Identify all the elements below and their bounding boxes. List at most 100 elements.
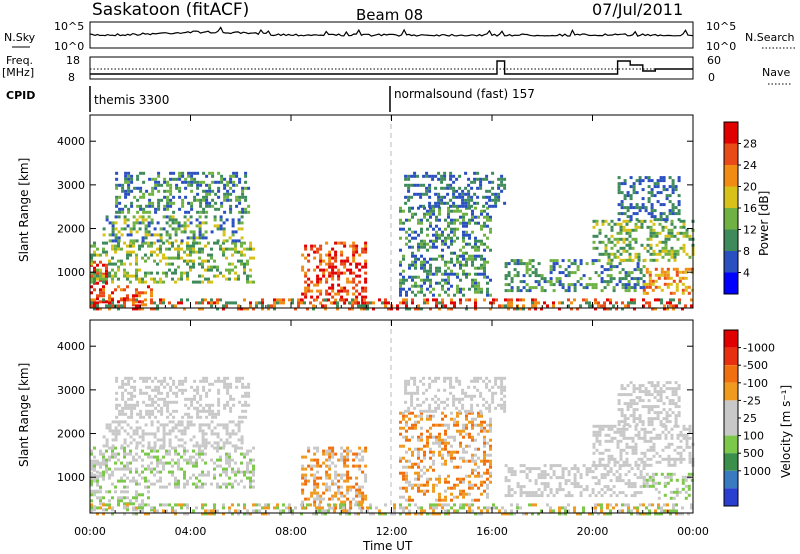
echo-cell xyxy=(660,512,663,516)
echo-cell xyxy=(211,171,215,175)
echo-cell xyxy=(183,426,187,430)
echo-cell xyxy=(90,467,93,471)
echo-cell xyxy=(210,256,213,260)
echo-cell xyxy=(411,486,414,490)
echo-cell xyxy=(238,376,242,380)
echo-cell xyxy=(358,452,362,456)
echo-cell xyxy=(474,284,477,288)
echo-cell xyxy=(307,259,311,263)
echo-cell xyxy=(651,279,655,283)
echo-cell xyxy=(636,280,640,284)
echo-cell xyxy=(462,459,465,463)
echo-cell xyxy=(276,506,279,510)
echo-cell xyxy=(180,438,184,442)
echo-cell xyxy=(181,201,185,205)
echo-cell xyxy=(133,379,137,383)
echo-cell xyxy=(429,414,432,418)
echo-cell xyxy=(190,201,194,205)
echo-cell xyxy=(121,394,125,398)
echo-cell xyxy=(162,503,165,507)
echo-cell xyxy=(151,388,155,392)
echo-cell xyxy=(668,212,672,216)
echo-cell xyxy=(492,301,495,305)
echo-cell xyxy=(105,266,108,270)
echo-cell xyxy=(229,406,233,410)
echo-cell xyxy=(123,429,127,433)
echo-cell xyxy=(102,274,105,278)
echo-cell xyxy=(610,454,614,458)
echo-cell xyxy=(246,280,249,284)
echo-cell xyxy=(570,494,574,498)
echo-cell xyxy=(681,288,685,292)
echo-cell xyxy=(96,512,99,516)
nsky-trace xyxy=(89,26,694,37)
echo-cell xyxy=(123,262,126,266)
nsky-label: N.Sky xyxy=(4,31,36,44)
echo-cell xyxy=(672,307,675,311)
echo-cell xyxy=(462,503,465,507)
echo-cell xyxy=(649,445,653,449)
echo-cell xyxy=(220,379,224,383)
echo-cell xyxy=(186,259,189,263)
echo-cell xyxy=(190,174,194,178)
echo-cell xyxy=(219,215,223,219)
echo-cell xyxy=(213,274,216,278)
echo-cell xyxy=(664,246,668,250)
echo-cell xyxy=(246,509,249,513)
echo-cell xyxy=(429,269,432,273)
echo-cell xyxy=(364,295,368,299)
echo-cell xyxy=(471,278,474,282)
echo-cell xyxy=(666,276,670,280)
echo-cell xyxy=(135,221,139,225)
echo-cell xyxy=(135,298,138,302)
echo-cell xyxy=(174,485,177,489)
echo-cell xyxy=(355,298,359,302)
echo-cell xyxy=(111,277,114,281)
echo-cell xyxy=(384,512,387,516)
echo-cell xyxy=(594,283,598,287)
echo-cell xyxy=(625,228,629,232)
echo-cell xyxy=(410,403,414,407)
echo-cell xyxy=(144,233,148,237)
echo-cell xyxy=(169,198,173,202)
echo-cell xyxy=(510,286,514,290)
echo-cell xyxy=(99,253,102,257)
echo-cell xyxy=(399,248,402,252)
echo-cell xyxy=(411,263,414,267)
echo-cell xyxy=(630,271,634,275)
echo-cell xyxy=(249,482,252,486)
echo-cell xyxy=(627,304,630,308)
echo-cell xyxy=(639,286,643,290)
echo-cell xyxy=(662,218,666,222)
echo-cell xyxy=(621,268,625,272)
echo-cell xyxy=(408,233,411,237)
echo-cell xyxy=(661,255,665,259)
echo-cell xyxy=(441,503,444,507)
echo-cell xyxy=(183,307,186,311)
echo-cell xyxy=(657,490,661,494)
echo-cell xyxy=(114,244,117,248)
echo-cell xyxy=(645,472,649,476)
echo-cell xyxy=(507,307,510,311)
echo-cell xyxy=(537,283,541,287)
echo-cell xyxy=(573,482,577,486)
echo-cell xyxy=(634,460,638,464)
echo-cell xyxy=(151,189,155,193)
echo-cell xyxy=(147,503,150,507)
echo-cell xyxy=(420,438,423,442)
echo-cell xyxy=(174,509,177,513)
echo-cell xyxy=(477,266,480,270)
echo-cell xyxy=(222,227,226,231)
echo-cell xyxy=(192,449,195,453)
echo-cell xyxy=(613,436,617,440)
echo-cell xyxy=(650,215,654,219)
echo-cell xyxy=(319,301,323,305)
echo-cell xyxy=(366,304,369,308)
echo-cell xyxy=(684,288,688,292)
echo-cell xyxy=(316,485,320,489)
echo-cell xyxy=(480,480,483,484)
echo-cell xyxy=(456,477,459,481)
echo-cell xyxy=(337,479,341,483)
echo-cell xyxy=(399,206,402,210)
echo-cell xyxy=(519,298,522,302)
